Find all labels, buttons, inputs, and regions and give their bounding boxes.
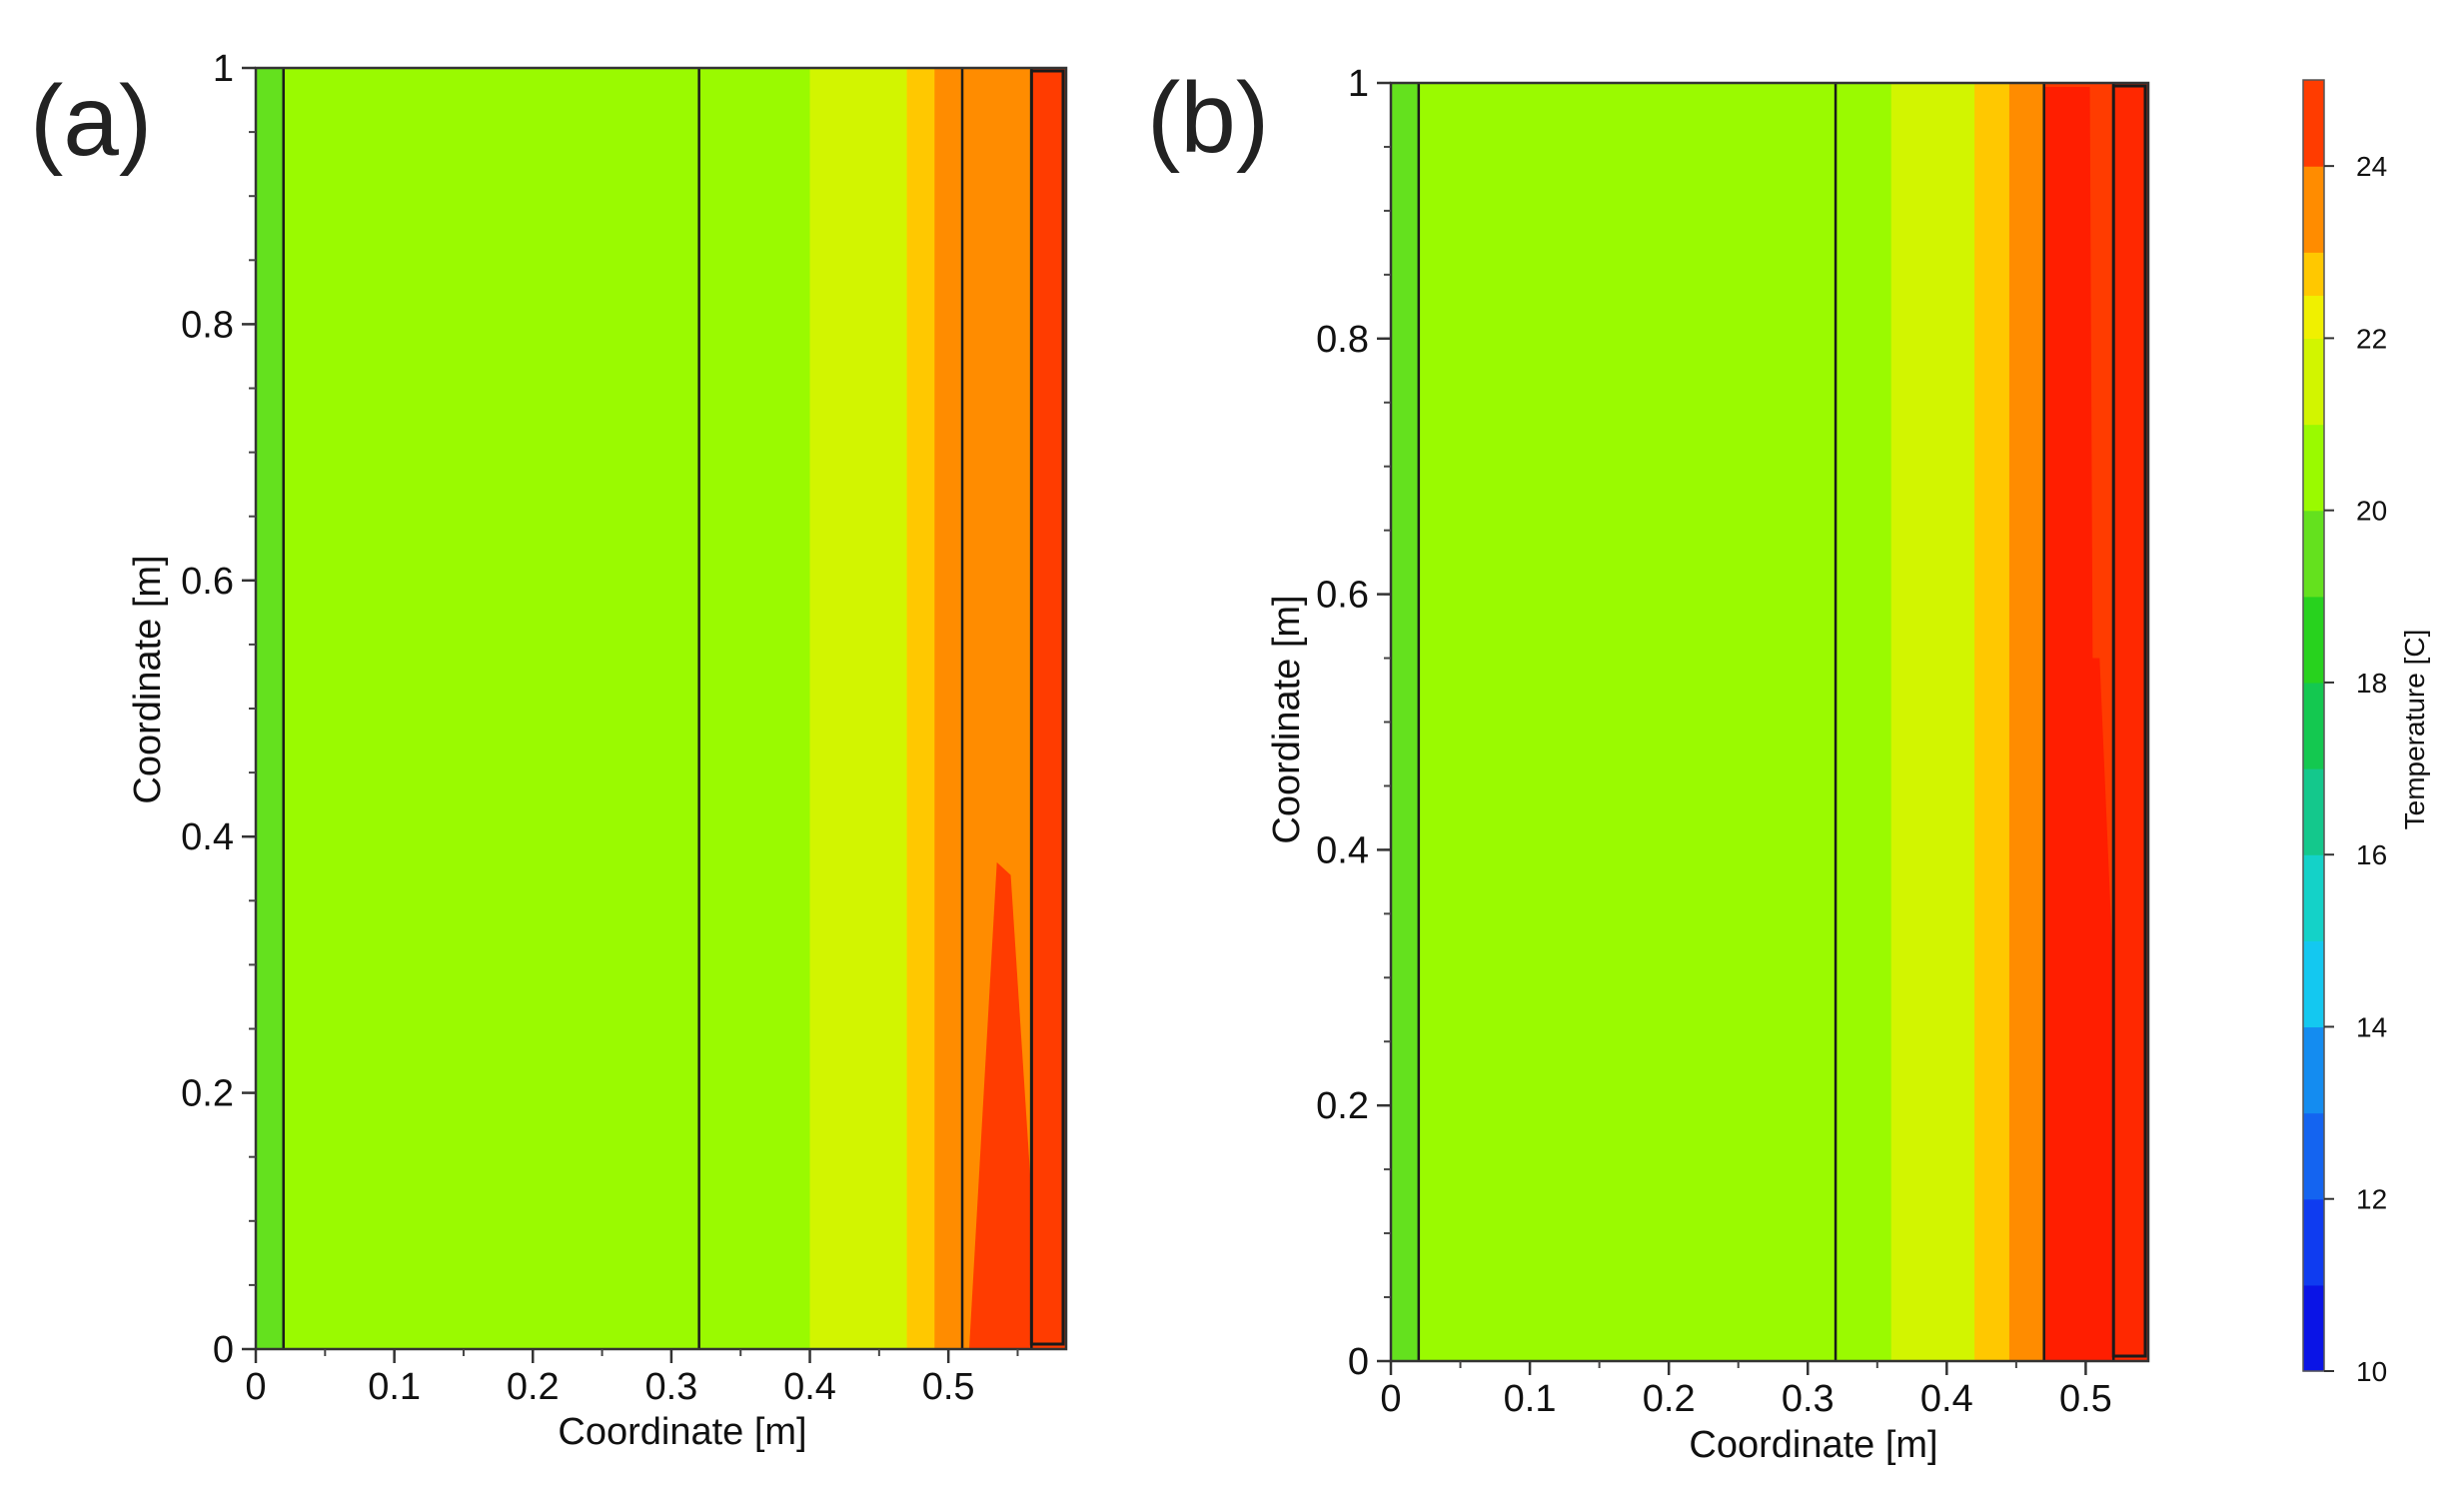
panel-a-y-axis-title: Coordinate [m] [127,555,169,803]
panel-b-label: (b) [1147,62,1269,174]
colorbar-tick-label: 24 [2356,151,2387,182]
plot-a-area: 0 0.1 0.2 0.3 0.4 0.5 0 0.2 0.4 0.6 0.8 1 [181,48,1068,1408]
x-tick-label: 0.3 [644,1366,697,1408]
y-tick-label: 0.2 [1316,1085,1369,1127]
y-tick-label: 0.8 [1316,319,1369,361]
temperature-band [1418,83,1892,1361]
colorbar-segment [2303,1112,2324,1200]
temperature-band [809,68,873,1349]
colorbar: 10 12 14 16 18 20 22 24 [2302,79,2387,1387]
x-tick-label: 0.2 [507,1366,560,1408]
y-tick-label: 0.6 [181,561,234,603]
y-tick-label: 0.2 [181,1073,234,1115]
temperature-band [2008,83,2045,1361]
y-tick-label: 0.8 [181,304,234,346]
temperature-band [283,68,811,1349]
y-tick-label: 0.4 [1316,829,1369,871]
hot-layer-region [2113,83,2148,1361]
colorbar-tick-label: 14 [2356,1011,2387,1042]
temperature-band [1391,83,1420,1361]
colorbar-segment [2303,80,2324,167]
colorbar-segment [2303,510,2324,598]
y-tick-label: 1 [1348,63,1369,105]
colorbar-segment [2303,424,2324,512]
temperature-band [871,68,908,1349]
layer-box-outline [1029,69,1065,1346]
panel-a-x-axis-title: Coordinate [m] [558,1411,806,1453]
plot-b-area: 0 0.1 0.2 0.3 0.4 0.5 0 0.2 0.4 0.6 0.8 1 [1316,63,2150,1420]
colorbar-tick-label: 12 [2356,1184,2387,1215]
colorbar-segment [2303,854,2324,941]
panel-b-x-axis-title: Coordinate [m] [1689,1424,1937,1466]
panel-a-label: (a) [30,65,152,177]
x-tick-label: 0 [1380,1378,1401,1420]
temperature-band [1946,83,1975,1361]
colorbar-segment [2303,338,2324,426]
temperature-band [1974,83,2010,1361]
panel-a: (a) 0 0.1 0.2 0.3 0.4 0.5 0 0.2 0.4 0.6 0.8 1 Coord… [30,48,1068,1453]
colorbar-segment [2303,1026,2324,1114]
colorbar-segment [2303,682,2324,769]
colorbar-segment [2303,295,2324,339]
colorbar-segment [2303,252,2324,296]
hot-wedge-region [968,861,1032,1349]
colorbar-frame [2302,79,2325,1372]
temperature-band [906,68,935,1349]
x-tick-label: 0.2 [1643,1378,1696,1420]
colorbar-segment [2303,1198,2324,1286]
colorbar-tick-label: 20 [2356,496,2387,527]
y-tick-label: 0.4 [181,816,234,858]
y-tick-label: 0.6 [1316,575,1369,617]
colorbar-segment [2303,768,2324,855]
panel-b-y-axis-title: Coordinate [m] [1266,595,1308,843]
x-tick-label: 0.1 [1504,1378,1557,1420]
x-tick-label: 0.4 [1920,1378,1973,1420]
layer-box-outline [2111,84,2147,1358]
x-tick-label: 0.3 [1782,1378,1835,1420]
colorbar-segment [2303,166,2324,253]
colorbar-tick-label: 16 [2356,839,2387,870]
panel-b: (b) 0 0.1 0.2 0.3 0.4 0.5 0 0.2 0.4 0.6 0.8 1 Coord… [1147,62,2150,1466]
y-tick-label: 0 [1348,1341,1369,1383]
colorbar-tick-label: 10 [2356,1356,2387,1387]
colorbar-title: Temperature [C] [2399,630,2430,830]
colorbar-segment [2303,1284,2324,1372]
temperature-band [1890,83,1913,1361]
temperature-band [1911,83,1947,1361]
x-tick-label: 0.5 [922,1366,975,1408]
x-tick-label: 0.5 [2059,1378,2112,1420]
y-tick-label: 1 [213,48,234,90]
colorbar-segment [2303,596,2324,684]
temperature-band [256,68,285,1349]
hot-wedge-region [2043,87,2114,1361]
x-tick-label: 0.4 [783,1366,836,1408]
temperature-band [1031,68,1067,1349]
temperature-band [934,68,963,1349]
colorbar-tick-label: 18 [2356,668,2387,699]
colorbar-tick-label: 22 [2356,323,2387,354]
colorbar-segment [2303,940,2324,1028]
y-tick-label: 0 [213,1329,234,1371]
x-tick-label: 0 [245,1366,266,1408]
x-tick-label: 0.1 [368,1366,421,1408]
